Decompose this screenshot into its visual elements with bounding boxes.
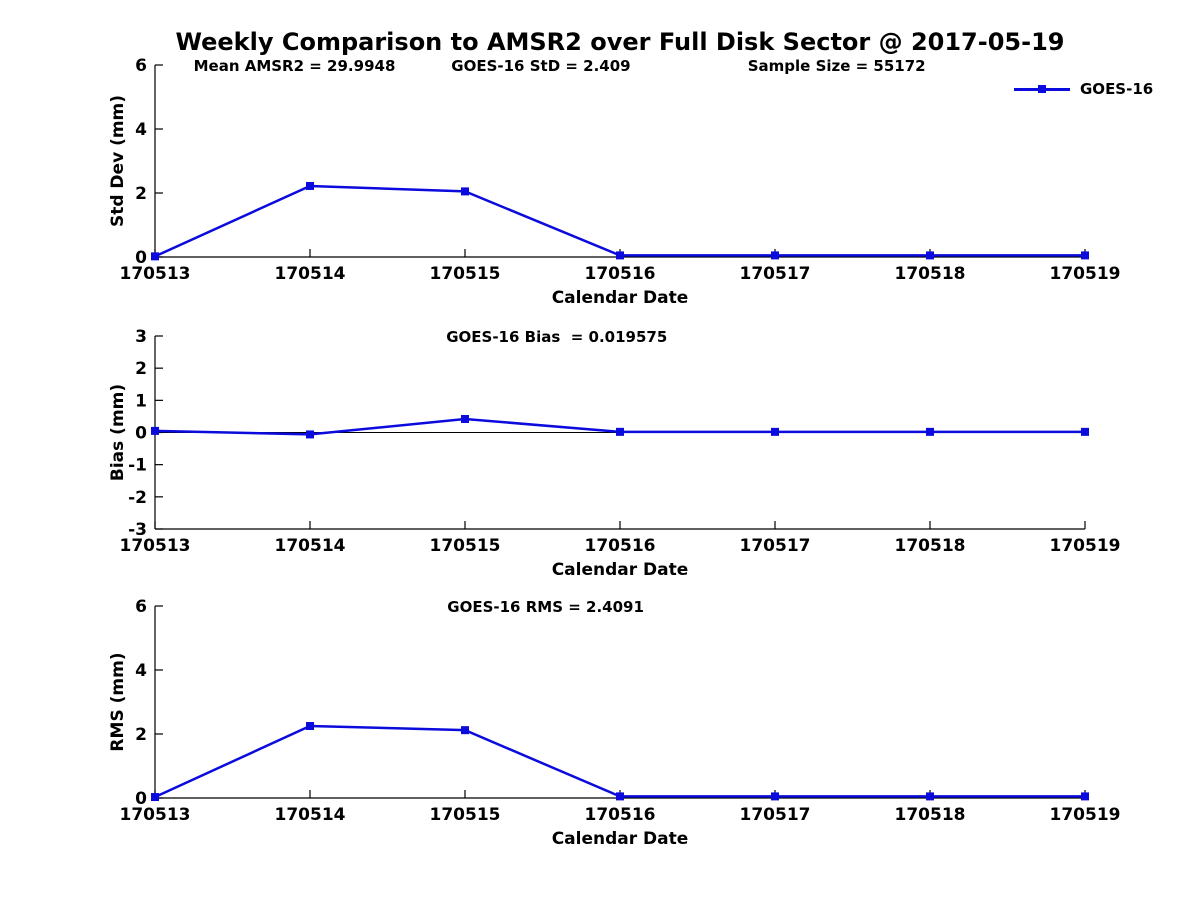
annotation: GOES-16 RMS = 2.4091 — [447, 598, 644, 616]
y-tick-label: 2 — [135, 725, 147, 745]
subplot-bias: -3 -2 -1 0 1 2 3 170513 170514 170515 170516 170517… — [108, 327, 1120, 580]
subplot-std-dev: 0 2 4 6 170513 170514 170515 170516 170517 170518… — [108, 56, 1120, 308]
data-point-marker — [771, 251, 779, 260]
x-tick-label: 170513 — [120, 264, 191, 284]
data-point-marker — [926, 251, 934, 260]
series-line-goes-16 — [154, 184, 1085, 258]
x-axis-label: Calendar Date — [552, 560, 689, 580]
x-tick-label: 170516 — [585, 805, 656, 825]
data-point-marker — [461, 414, 469, 423]
x-tick-label: 170515 — [430, 264, 501, 284]
y-axis-label: Std Dev (mm) — [108, 95, 128, 227]
data-point-marker — [461, 187, 469, 196]
data-point-marker — [461, 726, 469, 735]
x-tick-label: 170517 — [740, 536, 811, 556]
x-axis-label: Calendar Date — [552, 829, 689, 849]
data-point-marker — [771, 427, 779, 436]
figure-title: Weekly Comparison to AMSR2 over Full Dis… — [175, 28, 1065, 56]
annotation: GOES-16 StD = 2.409 — [451, 57, 630, 75]
x-tick-label: 170516 — [585, 536, 656, 556]
y-tick-label: 3 — [135, 327, 147, 347]
data-point-marker — [616, 792, 624, 801]
x-tick-label: 170519 — [1050, 805, 1121, 825]
legend: GOES-16 — [1014, 80, 1153, 98]
annotation: GOES-16 Bias = 0.019575 — [446, 328, 667, 346]
y-tick-label: 0 — [135, 248, 147, 268]
annotation: Sample Size = 55172 — [748, 57, 926, 75]
data-point-marker — [1081, 251, 1089, 260]
y-tick-label: 0 — [135, 424, 147, 444]
y-tick-label: 6 — [135, 56, 147, 76]
data-point-marker — [926, 427, 934, 436]
x-tick-label: 170514 — [275, 264, 346, 284]
data-point-marker — [306, 722, 314, 730]
y-tick-label: 0 — [135, 789, 147, 809]
x-tick-label: 170514 — [275, 536, 346, 556]
y-tick-label: -2 — [128, 488, 147, 508]
x-tick-label: 170518 — [895, 536, 966, 556]
y-tick-label: -3 — [128, 520, 147, 540]
x-tick-label: 170517 — [740, 264, 811, 284]
legend-square-marker-icon — [1038, 85, 1046, 93]
x-tick-label: 170514 — [275, 805, 346, 825]
data-point-marker — [306, 430, 314, 439]
data-point-marker — [1081, 427, 1089, 436]
series-line-goes-16 — [154, 724, 1085, 799]
x-tick-label: 170519 — [1050, 264, 1121, 284]
y-tick-label: -1 — [128, 456, 147, 476]
y-tick-label: 4 — [135, 120, 147, 140]
data-point-marker — [306, 181, 314, 190]
y-axis-label: RMS (mm) — [108, 652, 128, 751]
x-tick-label: 170513 — [120, 805, 191, 825]
data-point-marker — [926, 792, 934, 801]
legend-line-sample — [1014, 84, 1070, 94]
y-tick-label: 1 — [135, 391, 147, 411]
data-point-marker — [616, 251, 624, 260]
x-tick-label: 170515 — [430, 805, 501, 825]
x-tick-label: 170517 — [740, 805, 811, 825]
data-point-marker — [151, 426, 159, 435]
data-point-marker — [616, 427, 624, 436]
y-tick-label: 2 — [135, 359, 147, 379]
x-tick-label: 170516 — [585, 264, 656, 284]
y-axis-label: Bias (mm) — [108, 384, 128, 481]
legend-label: GOES-16 — [1080, 80, 1154, 98]
y-tick-label: 4 — [135, 661, 147, 681]
data-point-marker — [151, 252, 159, 261]
x-tick-label: 170513 — [120, 536, 191, 556]
x-tick-label: 170519 — [1050, 536, 1121, 556]
y-tick-label: 2 — [135, 184, 147, 204]
y-tick-label: 6 — [135, 597, 147, 617]
data-point-marker — [1081, 792, 1089, 801]
subplot-rms: 0 2 4 6 170513 170514 170515 170516 170517 170518… — [108, 597, 1120, 849]
x-axis-label: Calendar Date — [552, 288, 689, 308]
x-tick-label: 170515 — [430, 536, 501, 556]
data-point-marker — [151, 793, 159, 802]
data-point-marker — [771, 792, 779, 801]
x-tick-label: 170518 — [895, 264, 966, 284]
annotation: Mean AMSR2 = 29.9948 — [194, 57, 396, 75]
x-tick-label: 170518 — [895, 805, 966, 825]
